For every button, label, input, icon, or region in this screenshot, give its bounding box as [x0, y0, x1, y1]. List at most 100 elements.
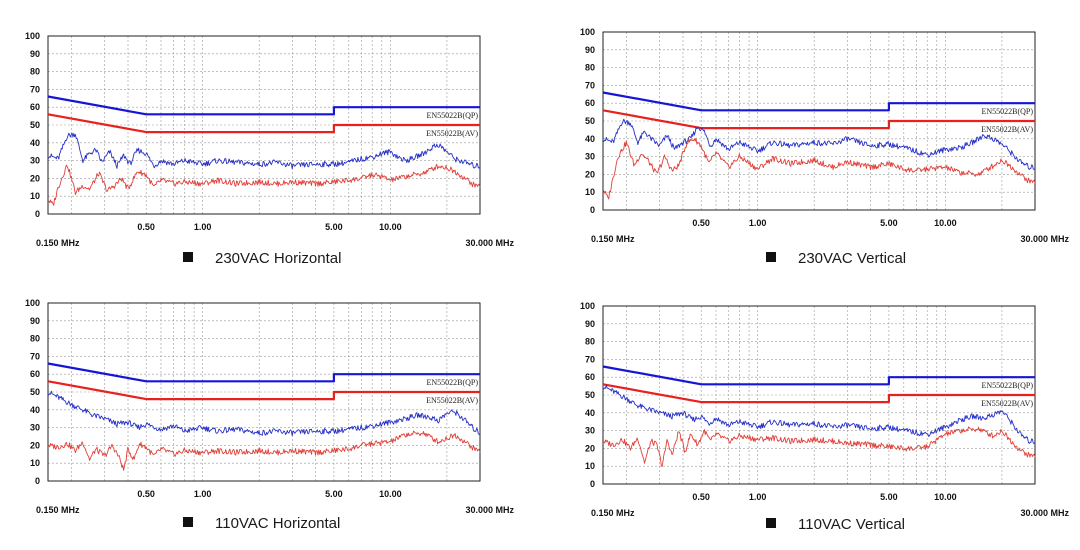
y-tick-label: 30 [585, 426, 595, 436]
y-tick-label: 30 [30, 423, 40, 433]
y-tick-label: 10 [585, 461, 595, 471]
square-bullet-icon [183, 252, 193, 262]
measurement-trace [602, 137, 1036, 200]
y-tick-label: 90 [30, 49, 40, 59]
x-tick-label: 1.00 [749, 218, 767, 228]
chart-caption-text: 230VAC Vertical [798, 250, 907, 267]
y-tick-label: 90 [30, 316, 40, 326]
chart-caption-text: 230VAC Horizontal [215, 250, 342, 267]
y-tick-label: 50 [585, 116, 595, 126]
y-tick-label: 80 [585, 337, 595, 347]
y-tick-label: 50 [585, 390, 595, 400]
y-tick-label: 90 [585, 45, 595, 55]
x-tick-label: 0.50 [137, 222, 155, 232]
limit-line-label: EN55022B(AV) [981, 125, 1033, 134]
measurement-trace [602, 384, 1036, 444]
y-tick-label: 100 [25, 31, 40, 41]
limit-line-label: EN55022B(QP) [426, 111, 478, 120]
measurement-trace [47, 430, 481, 471]
chart-caption: 110VAC Vertical [766, 516, 905, 533]
x-end-label: 30.000 MHz [1020, 234, 1069, 244]
measurement-trace [48, 163, 481, 206]
x-tick-label: 5.00 [325, 222, 343, 232]
chart-panel-230vac-horizontal: 0 10 20 30 40 50 60 70 80 90 100 0.50 1.00 5.00 10.00 0… [0, 18, 520, 280]
x-end-label: 30.000 MHz [465, 505, 514, 515]
y-tick-label: 100 [580, 27, 595, 37]
y-tick-label: 50 [30, 120, 40, 130]
y-tick-label: 20 [585, 169, 595, 179]
y-tick-label: 0 [35, 476, 40, 486]
x-tick-label: 10.00 [934, 218, 957, 228]
y-tick-label: 70 [30, 84, 40, 94]
x-tick-label: 5.00 [880, 492, 898, 502]
limit-line-label: EN55022B(AV) [981, 399, 1033, 408]
y-tick-label: 60 [585, 372, 595, 382]
y-tick-label: 20 [585, 443, 595, 453]
x-tick-label: 5.00 [325, 489, 343, 499]
x-start-label: 0.150 MHz [36, 505, 80, 515]
y-tick-label: 80 [585, 63, 595, 73]
x-tick-label: 0.50 [692, 492, 710, 502]
y-tick-label: 60 [30, 102, 40, 112]
y-tick-label: 70 [585, 80, 595, 90]
limit-line [602, 91, 1035, 112]
x-tick-label: 0.50 [137, 489, 155, 499]
emc-chart: 0 10 20 30 40 50 60 70 80 90 100 0.50 1.00 5.00 10.00 0… [580, 27, 1070, 244]
limit-line-label: EN55022B(AV) [426, 129, 478, 138]
x-tick-label: 1.00 [194, 222, 212, 232]
measurement-trace [602, 426, 1036, 467]
y-tick-label: 100 [25, 298, 40, 308]
chart-caption: 110VAC Horizontal [183, 515, 340, 532]
limit-line [602, 109, 1035, 130]
limit-line-label: EN55022B(QP) [981, 381, 1033, 390]
emc-chart: 0 10 20 30 40 50 60 70 80 90 100 0.50 1.00 5.00 10.00 0… [580, 301, 1070, 518]
y-tick-label: 40 [585, 408, 595, 418]
y-tick-label: 40 [585, 134, 595, 144]
x-start-label: 0.150 MHz [591, 234, 635, 244]
x-tick-label: 1.00 [194, 489, 212, 499]
limit-line [47, 95, 480, 116]
square-bullet-icon [766, 252, 776, 262]
y-tick-label: 70 [585, 354, 595, 364]
y-tick-label: 20 [30, 173, 40, 183]
limit-line-label: EN55022B(QP) [426, 378, 478, 387]
measurement-trace [603, 118, 1036, 170]
y-tick-label: 30 [30, 156, 40, 166]
x-tick-label: 5.00 [880, 218, 898, 228]
y-tick-label: 0 [590, 205, 595, 215]
x-start-label: 0.150 MHz [36, 238, 80, 248]
y-tick-label: 60 [585, 98, 595, 108]
limit-line [47, 380, 480, 401]
y-tick-label: 100 [580, 301, 595, 311]
square-bullet-icon [766, 518, 776, 528]
limit-line-label: EN55022B(AV) [426, 396, 478, 405]
limit-line [602, 383, 1035, 404]
square-bullet-icon [183, 517, 193, 527]
x-tick-label: 10.00 [379, 489, 402, 499]
y-tick-label: 0 [590, 479, 595, 489]
y-tick-label: 0 [35, 209, 40, 219]
measurement-trace [47, 390, 481, 437]
limit-line-label: EN55022B(QP) [981, 107, 1033, 116]
limit-line [47, 113, 480, 134]
chart-caption-text: 110VAC Vertical [798, 516, 905, 533]
y-tick-label: 60 [30, 369, 40, 379]
limit-line [47, 362, 480, 383]
measurement-trace [48, 132, 481, 170]
chart-caption: 230VAC Vertical [766, 250, 906, 267]
y-tick-label: 30 [585, 152, 595, 162]
chart-panel-110vac-horizontal: 0 10 20 30 40 50 60 70 80 90 100 0.50 1.00 5.00 10.00 0… [0, 285, 520, 547]
chart-panel-110vac-vertical: 0 10 20 30 40 50 60 70 80 90 100 0.50 1.00 5.00 10.00 0… [555, 288, 1075, 550]
y-tick-label: 10 [30, 191, 40, 201]
y-tick-label: 40 [30, 405, 40, 415]
grid [48, 36, 480, 214]
y-tick-label: 50 [30, 387, 40, 397]
emc-chart: 0 10 20 30 40 50 60 70 80 90 100 0.50 1.00 5.00 10.00 0… [25, 298, 515, 515]
x-tick-label: 0.50 [692, 218, 710, 228]
y-tick-label: 40 [30, 138, 40, 148]
emc-chart: 0 10 20 30 40 50 60 70 80 90 100 0.50 1.00 5.00 10.00 0… [25, 31, 515, 248]
x-tick-label: 10.00 [934, 492, 957, 502]
y-tick-label: 20 [30, 440, 40, 450]
y-tick-label: 90 [585, 319, 595, 329]
x-start-label: 0.150 MHz [591, 508, 635, 518]
